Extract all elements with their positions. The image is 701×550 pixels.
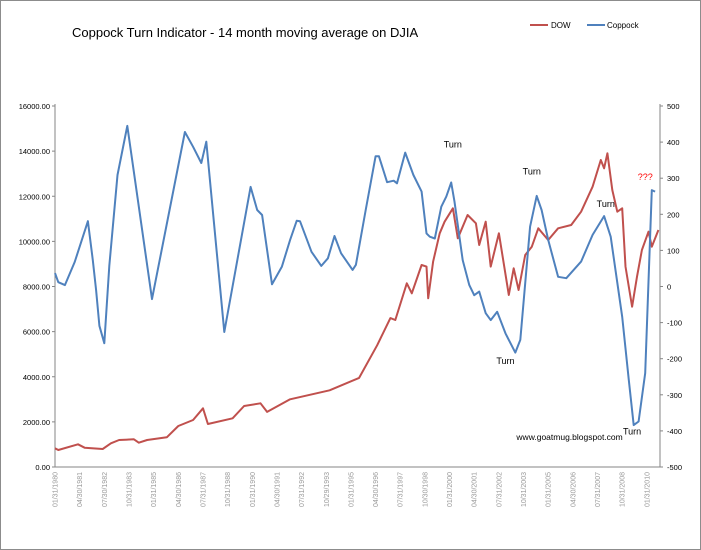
annotation-label: Turn — [444, 140, 462, 150]
annotation-label: Turn — [523, 167, 541, 177]
x-tick-label: 01/31/1995 — [348, 472, 355, 507]
right-tick-label: -400 — [667, 427, 682, 436]
left-tick-label: 6000.00 — [23, 328, 50, 337]
x-tick-label: 04/30/1991 — [274, 472, 281, 507]
x-tick-label: 04/30/1996 — [373, 472, 380, 507]
left-tick-label: 12000.00 — [19, 192, 50, 201]
legend-label-coppock: Coppock — [607, 21, 640, 30]
x-tick-label: 10/31/1988 — [225, 472, 232, 507]
x-tick-label: 04/30/1986 — [176, 472, 183, 507]
x-tick-label: 07/31/2002 — [496, 472, 503, 507]
x-tick-label: 01/31/2000 — [447, 472, 454, 507]
left-tick-label: 14000.00 — [19, 147, 50, 156]
legend: DOW Coppock — [530, 21, 640, 30]
legend-label-dow: DOW — [551, 21, 571, 30]
annotation-label: Turn — [623, 427, 641, 437]
left-tick-label: 2000.00 — [23, 418, 50, 427]
x-tick-label: 01/31/1980 — [53, 472, 60, 507]
right-tick-label: 0 — [667, 283, 671, 292]
x-tick-label: 04/30/1981 — [77, 472, 84, 507]
right-tick-label: -300 — [667, 391, 682, 400]
annotation-label: Turn — [496, 356, 514, 366]
right-tick-label: 400 — [667, 138, 680, 147]
right-tick-label: -100 — [667, 319, 682, 328]
annotation-label: ??? — [638, 172, 653, 182]
x-tick-label: 10/31/2003 — [521, 472, 528, 507]
right-tick-label: 300 — [667, 174, 680, 183]
annotation-label: Turn — [597, 199, 615, 209]
right-tick-label: -500 — [667, 463, 682, 472]
annotation-label: www.goatmug.blogspot.com — [515, 432, 622, 442]
left-tick-label: 10000.00 — [19, 237, 50, 246]
x-tick-label: 10/29/1993 — [324, 472, 331, 507]
x-tick-label: 07/31/1992 — [299, 472, 306, 507]
x-tick-label: 07/31/2007 — [595, 472, 602, 507]
x-tick-label: 07/31/1997 — [398, 472, 405, 507]
right-tick-label: 100 — [667, 246, 680, 255]
x-tick-label: 01/31/2010 — [644, 472, 651, 507]
series-line-dow — [54, 152, 660, 451]
series-line-coppock — [54, 124, 656, 427]
x-tick-label: 04/30/2001 — [472, 472, 479, 507]
right-tick-label: -200 — [667, 355, 682, 364]
left-tick-label: 8000.00 — [23, 283, 50, 292]
x-tick-label: 01/31/2005 — [546, 472, 553, 507]
x-tick-label: 10/30/1998 — [422, 472, 429, 507]
x-tick-label: 07/30/1982 — [102, 472, 109, 507]
x-tick-label: 10/31/2008 — [620, 472, 627, 507]
x-tick-label: 10/31/1983 — [126, 472, 133, 507]
left-tick-label: 0.00 — [35, 463, 50, 472]
chart-title: Coppock Turn Indicator - 14 month moving… — [72, 25, 418, 40]
x-tick-label: 01/31/1985 — [151, 472, 158, 507]
x-tick-label: 01/31/1990 — [250, 472, 257, 507]
right-tick-label: 500 — [667, 102, 680, 111]
left-tick-label: 4000.00 — [23, 373, 50, 382]
x-tick-label: 04/30/2006 — [570, 472, 577, 507]
x-tick-label: 07/31/1987 — [200, 472, 207, 507]
right-tick-label: 200 — [667, 210, 680, 219]
left-tick-label: 16000.00 — [19, 102, 50, 111]
